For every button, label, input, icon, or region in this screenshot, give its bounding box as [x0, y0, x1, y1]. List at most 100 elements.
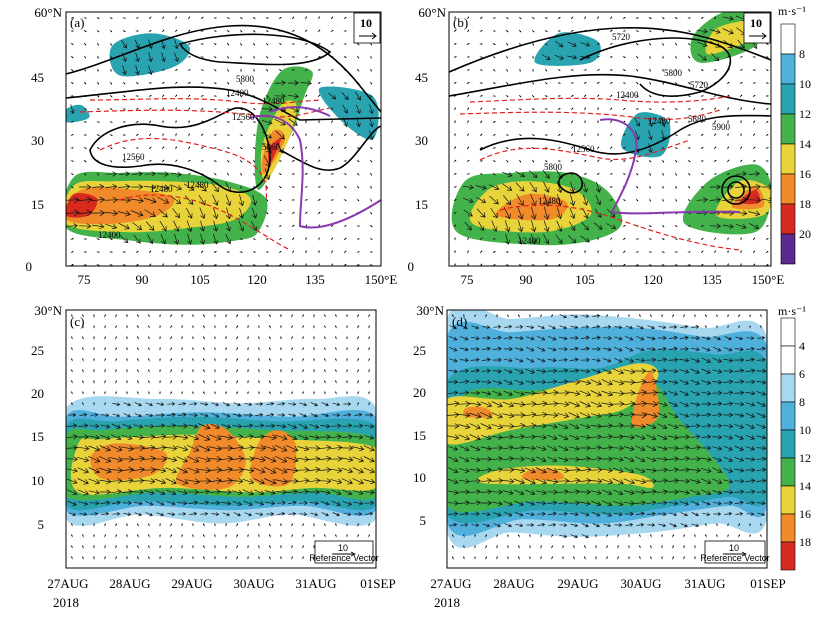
wind-vector — [148, 380, 150, 384]
wind-vector — [491, 412, 504, 419]
wind-vector — [635, 445, 646, 452]
colorbar-level-label: 14 — [799, 137, 811, 151]
panel-label: (d) — [452, 314, 467, 329]
wind-vector — [324, 336, 326, 340]
colorbar-swatch — [780, 457, 796, 487]
wind-vector — [723, 500, 733, 506]
wind-vector — [226, 251, 230, 253]
wind-vector — [536, 511, 546, 517]
wind-vector — [635, 238, 639, 240]
wind-vector — [252, 17, 256, 20]
wind-vector — [231, 478, 244, 485]
wind-vector — [131, 184, 144, 190]
wind-vector — [118, 222, 130, 230]
wind-vector — [595, 534, 597, 538]
wind-vector — [662, 68, 664, 72]
wind-vector — [635, 68, 639, 72]
wind-vector — [70, 104, 75, 115]
wind-vector — [765, 69, 769, 72]
wind-vector — [313, 556, 315, 560]
wind-vector — [650, 314, 652, 318]
wind-vector — [188, 250, 190, 254]
wind-vector — [247, 369, 249, 373]
wind-vector — [170, 391, 173, 395]
wind-vector — [199, 233, 206, 245]
wind-vector — [304, 172, 308, 175]
wind-vector — [200, 250, 204, 254]
wind-vector — [503, 207, 511, 220]
wind-vector — [601, 423, 613, 429]
wind-vector — [148, 556, 150, 560]
wind-vector — [115, 347, 117, 351]
wind-vector — [459, 456, 470, 463]
wind-vector — [543, 220, 550, 233]
x-tick-label: 90 — [136, 272, 149, 287]
wind-vector — [568, 445, 580, 451]
wind-vector — [93, 402, 95, 406]
wind-vector — [111, 434, 122, 441]
wind-vector — [346, 391, 348, 395]
wind-vector — [275, 455, 288, 463]
wind-vector — [570, 82, 574, 84]
wind-vector — [202, 336, 205, 340]
wind-vector — [479, 107, 483, 111]
wind-vector — [121, 489, 133, 495]
wind-vector — [612, 423, 624, 429]
wind-vector — [78, 423, 89, 429]
wind-vector — [268, 325, 271, 329]
wind-vector — [165, 467, 178, 474]
wind-vector — [704, 314, 707, 318]
wind-vector — [70, 30, 74, 32]
wind-vector — [122, 30, 126, 33]
wind-vector — [458, 468, 470, 474]
wind-vector — [357, 523, 359, 527]
wind-vector — [202, 556, 205, 560]
wind-vector — [601, 401, 614, 408]
wind-vector — [756, 456, 767, 462]
wind-vector — [543, 234, 550, 245]
wind-vector — [544, 264, 548, 266]
wind-vector — [738, 534, 741, 538]
wind-vector — [71, 369, 73, 373]
wind-vector — [99, 478, 112, 485]
wind-vector — [492, 134, 496, 136]
wind-vector — [756, 357, 766, 362]
wind-vector — [253, 68, 255, 72]
wind-vector — [595, 545, 597, 549]
wind-vector — [595, 181, 602, 193]
wind-vector — [343, 43, 347, 45]
wind-vector — [317, 69, 321, 71]
wind-vector — [104, 545, 106, 549]
wind-vector — [451, 534, 454, 538]
wind-vector — [192, 358, 194, 362]
wind-vector — [613, 489, 624, 496]
wind-vector — [104, 210, 119, 217]
wind-vector — [745, 456, 756, 462]
wind-vector — [674, 17, 678, 20]
wind-vector — [568, 477, 581, 484]
wind-vector — [503, 500, 514, 506]
wind-vector — [474, 556, 476, 560]
wind-vector — [543, 206, 550, 220]
wind-vector — [635, 160, 639, 163]
wind-vector — [610, 16, 613, 20]
wind-vector — [278, 43, 282, 45]
wind-vector — [541, 54, 551, 60]
wind-vector — [551, 545, 554, 549]
wind-vector — [635, 108, 639, 110]
wind-vector — [658, 325, 667, 330]
wind-vector — [346, 325, 348, 329]
wind-vector — [687, 172, 691, 176]
wind-vector — [559, 534, 568, 539]
wind-vector — [343, 133, 347, 137]
wind-vector — [318, 16, 320, 20]
wind-vector — [321, 413, 330, 418]
wind-vector — [133, 234, 141, 244]
wind-vector — [709, 197, 721, 203]
x-tick-label: 120 — [643, 272, 663, 287]
wind-vector — [765, 212, 769, 214]
wind-vector — [466, 173, 470, 175]
wind-vector — [70, 43, 74, 46]
wind-vector — [297, 477, 310, 484]
wind-vector — [668, 390, 679, 396]
